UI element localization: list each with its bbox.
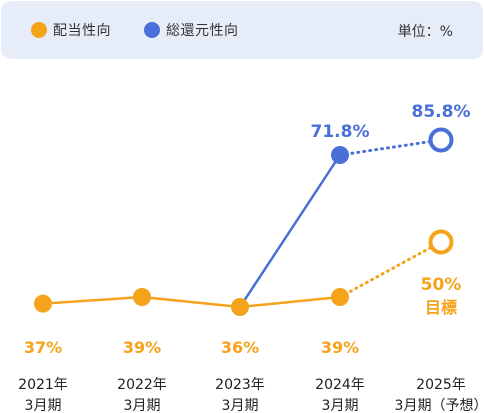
total-value-label-3: 71.8% [311, 122, 370, 142]
series-1-point-3 [331, 146, 349, 164]
series-1-segment-3 [338, 138, 443, 157]
unit-label: 単位：% [397, 24, 453, 40]
payout-value-label-0: 37% [24, 338, 62, 357]
x-tick-label-0-0: 2021年 [18, 377, 68, 393]
series-0-segment-3 [338, 240, 443, 299]
legend-label-total: 総還元性向 [166, 23, 239, 39]
legend-bar: 配当性向 総還元性向 単位：% [1, 1, 483, 59]
series-0-segment-1 [140, 295, 242, 309]
x-tick-label-3-0: 2024年 [315, 377, 365, 393]
x-tick-label-2-0: 2023年 [215, 377, 265, 393]
x-tick-label-1-1: 3月期 [124, 398, 161, 413]
legend-label-payout: 配当性向 [53, 23, 111, 39]
x-tick-label-3-1: 3月期 [322, 398, 359, 413]
series-1-segment-2 [238, 153, 342, 309]
x-tick-label-4-0: 2025年 [416, 377, 466, 393]
legend-item-total: 総還元性向 [144, 20, 239, 40]
series-0-point-0 [34, 294, 52, 313]
legend-dot-total [144, 22, 160, 38]
payout-value-label-1: 39% [123, 338, 161, 357]
payout-value-label-3: 39% [321, 338, 359, 357]
x-tick-label-1-0: 2022年 [117, 377, 167, 393]
series-1-point-4 [428, 127, 454, 153]
series-0-point-2 [231, 298, 249, 316]
payout-value-label-2: 36% [221, 338, 259, 357]
x-tick-label-4-1: 3月期（予想） [395, 398, 484, 413]
series-0-segment-2 [238, 295, 342, 309]
legend-item-payout: 配当性向 [31, 20, 111, 40]
x-tick-label-2-1: 3月期 [222, 398, 259, 413]
series-0-segment-0 [41, 295, 144, 305]
series-0-point-1 [133, 288, 151, 306]
x-tick-label-0-1: 3月期 [25, 398, 62, 413]
series-0-point-3 [331, 288, 349, 306]
payout-forecast-note: 目標 [425, 298, 457, 317]
series-0-point-4 [428, 229, 454, 255]
payout-forecast-label: 50% [421, 275, 462, 295]
total-value-label-4: 85.8% [412, 102, 471, 122]
legend-dot-payout [31, 22, 47, 38]
